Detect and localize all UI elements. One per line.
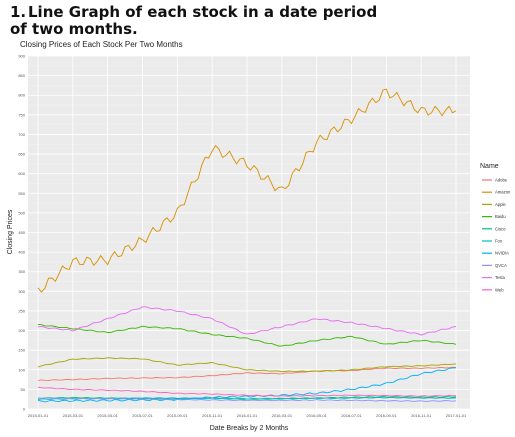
y-tick-label: 100: [18, 367, 25, 372]
series-line-amazon: [37, 88, 457, 293]
y-tick-label: 300: [18, 289, 25, 294]
y-tick-label: 900: [18, 54, 25, 59]
series-line-nvidia: [37, 367, 457, 403]
y-tick-label: 450: [18, 230, 25, 235]
heading-text: Line Graph of each stock in a date perio…: [10, 3, 378, 38]
series-line-adobe: [37, 366, 457, 381]
x-axis: 2015-01-01 2015-03-01 2015-05-01 2015-07-01…: [28, 413, 467, 418]
y-tick-label: 850: [18, 73, 25, 78]
y-tick-label: 400: [18, 250, 25, 255]
series-line-apple: [37, 357, 457, 373]
y-tick-label: 600: [18, 171, 25, 176]
y-tick-label: 500: [18, 210, 25, 215]
y-tick-label: 350: [18, 269, 25, 274]
y-tick-label: 250: [18, 308, 25, 313]
x-tick-label: 2016-11-01: [411, 413, 432, 418]
x-tick-label: 2016-07-01: [341, 413, 362, 418]
heading-number: 1.: [10, 3, 27, 21]
y-tick-label: 750: [18, 112, 25, 117]
series-line-baidu: [37, 323, 457, 347]
y-tick-label: 800: [18, 93, 25, 98]
legend-label: Web: [495, 287, 504, 292]
legend-label: Baidu: [495, 214, 506, 219]
x-tick-label: 2015-01-01: [28, 413, 49, 418]
series-line-fox: [37, 396, 456, 400]
y-axis: 0 50 100 150 200 250 300 350 400 450 500 550 600 650 7…: [18, 54, 25, 412]
series-line-qvca: [37, 397, 457, 402]
x-tick-label: 2016-09-01: [376, 413, 397, 418]
y-tick-label: 200: [18, 328, 25, 333]
x-tick-label: 2016-03-01: [272, 413, 293, 418]
legend-label: Tesla: [495, 275, 505, 280]
y-tick-label: 150: [18, 348, 25, 353]
legend-label: Amazon: [495, 190, 511, 195]
x-tick-label: 2015-07-01: [132, 413, 153, 418]
y-tick-label: 550: [18, 191, 25, 196]
x-axis-label: Date Breaks by 2 Months: [210, 425, 289, 432]
legend-label: QVCA: [495, 263, 507, 268]
x-tick-label: 2015-09-01: [167, 413, 188, 418]
y-tick-label: 700: [18, 132, 25, 137]
x-tick-label: 2016-05-01: [306, 413, 327, 418]
x-tick-label: 2016-01-01: [237, 413, 258, 418]
legend-label: Cisco: [495, 226, 506, 231]
legend-label: NVIDIA: [495, 251, 509, 256]
legend-label: Apple: [495, 202, 506, 207]
x-tick-label: 2017-01-01: [446, 413, 467, 418]
legend-label: Fox: [495, 239, 503, 244]
series-line-web: [37, 386, 456, 397]
y-tick-label: 0: [23, 407, 26, 412]
legend-title: Name: [480, 163, 499, 170]
y-tick-label: 50: [21, 387, 26, 392]
series-line-tesla: [37, 306, 457, 336]
legend-label: Adobe: [495, 178, 508, 183]
x-tick-label: 2015-03-01: [63, 413, 84, 418]
x-tick-label: 2015-11-01: [202, 413, 223, 418]
chart-title: Closing Prices of Each Stock Per Two Mon…: [20, 40, 183, 49]
x-tick-label: 2015-05-01: [97, 413, 118, 418]
series-layer: [37, 88, 457, 403]
y-tick-label: 650: [18, 152, 25, 157]
y-axis-label: Closing Prices: [7, 209, 14, 254]
page-heading: 1. Line Graph of each stock in a date per…: [10, 4, 390, 38]
legend: Name Adobe Amazon Apple Baidu Cisco Fox NVIDIA…: [480, 163, 511, 292]
